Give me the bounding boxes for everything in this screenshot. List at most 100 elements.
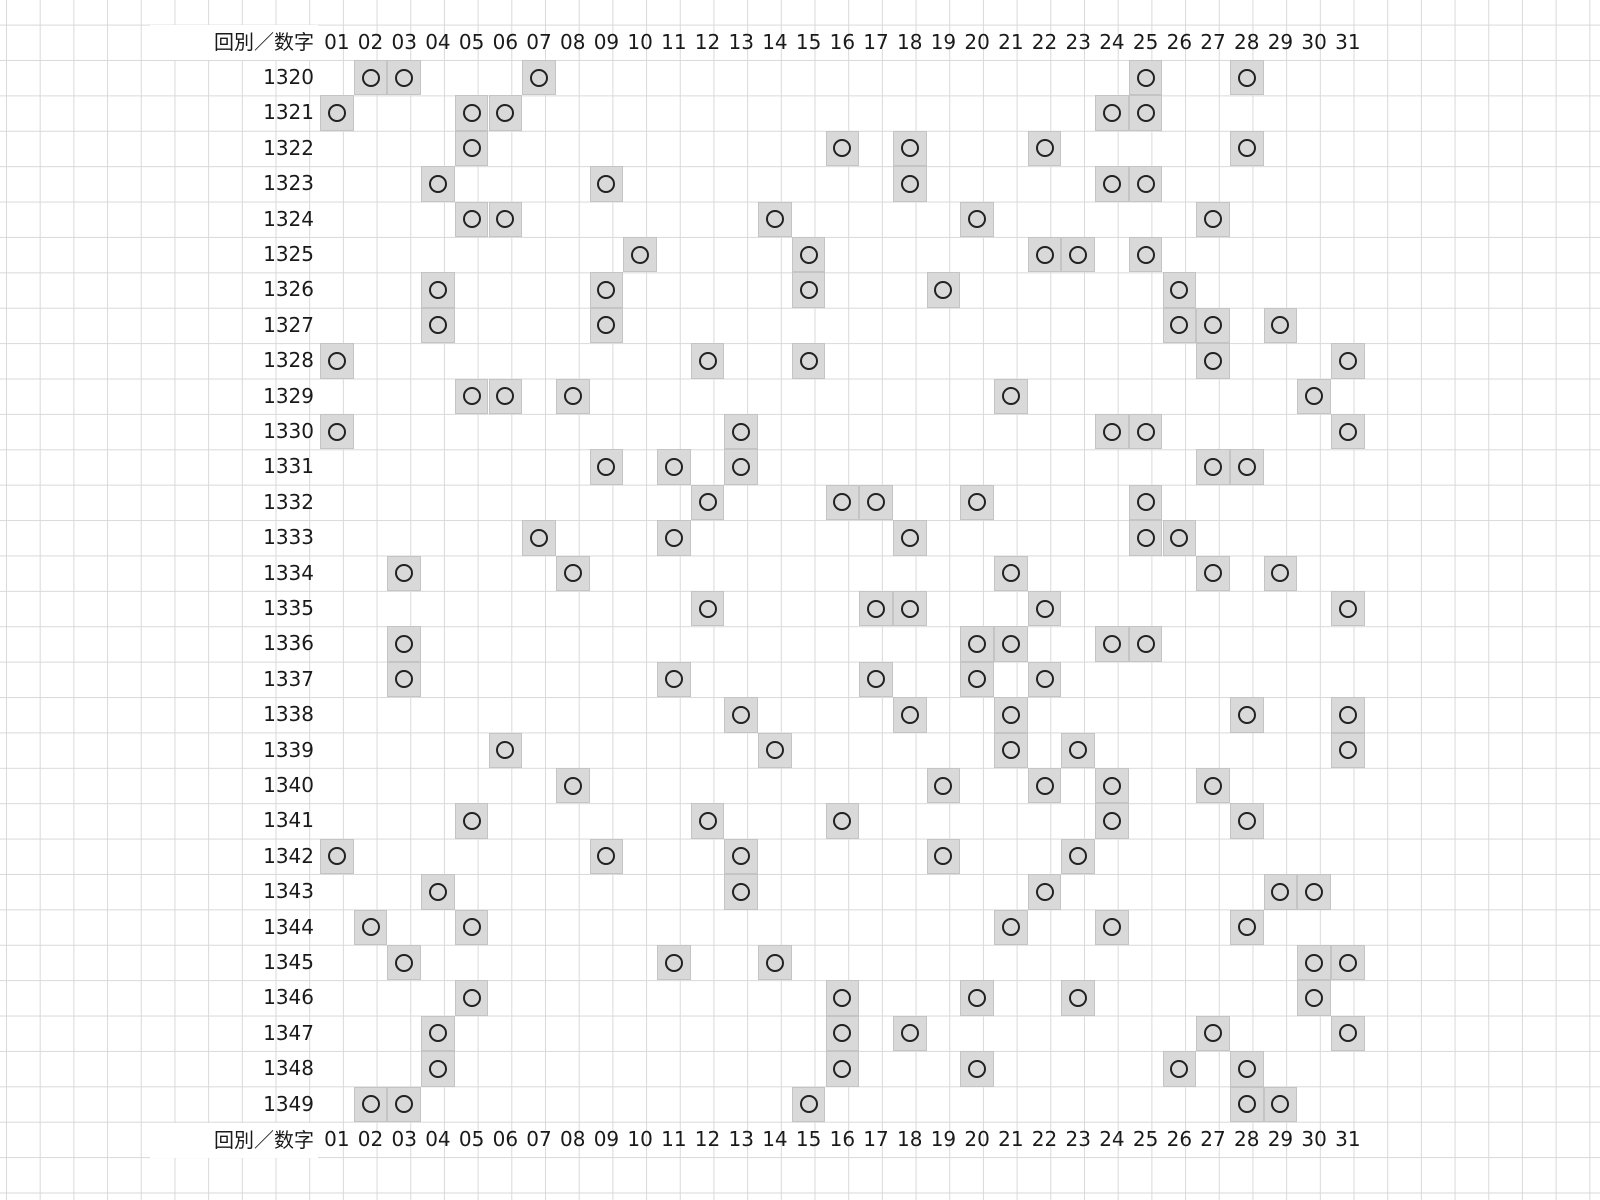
marked-cell-1348-20[interactable]: [960, 1051, 994, 1087]
column-header-03[interactable]: 03: [391, 1127, 417, 1151]
marked-cell-1344-02[interactable]: [353, 909, 388, 945]
marked-cell-1345-30[interactable]: [1297, 945, 1331, 981]
marked-cell-1328-15[interactable]: [791, 343, 826, 379]
column-header-17[interactable]: 17: [863, 1127, 889, 1151]
row-label-1332[interactable]: 1332: [263, 489, 314, 514]
column-header-12[interactable]: 12: [694, 1127, 721, 1151]
marked-cell-1324-06[interactable]: [488, 201, 523, 237]
row-label-1342[interactable]: 1342: [263, 843, 314, 868]
marked-cell-1334-03[interactable]: [387, 555, 422, 591]
row-label-1346[interactable]: 1346: [263, 985, 314, 1010]
marked-cell-1332-25[interactable]: [1128, 484, 1163, 521]
marked-cell-1349-15[interactable]: [791, 1086, 826, 1122]
marked-cell-1323-24[interactable]: [1095, 166, 1129, 202]
marked-cell-1347-27[interactable]: [1196, 1015, 1230, 1052]
marked-cell-1347-04[interactable]: [421, 1015, 455, 1052]
column-header-05[interactable]: 05: [458, 1127, 485, 1151]
marked-cell-1343-13[interactable]: [724, 874, 759, 910]
marked-cell-1343-30[interactable]: [1297, 874, 1331, 910]
column-header-19[interactable]: 19: [930, 1127, 957, 1151]
marked-cell-1323-18[interactable]: [892, 166, 927, 202]
column-header-11[interactable]: 11: [661, 29, 687, 54]
column-header-20[interactable]: 20: [964, 1127, 990, 1151]
row-label-1330[interactable]: 1330: [263, 419, 314, 443]
marked-cell-1339-21[interactable]: [994, 732, 1028, 768]
column-header-14[interactable]: 14: [762, 1127, 788, 1151]
marked-cell-1321-05[interactable]: [454, 95, 489, 131]
marked-cell-1346-23[interactable]: [1061, 980, 1096, 1016]
column-header-09[interactable]: 09: [593, 29, 620, 54]
marked-cell-1320-28[interactable]: [1229, 60, 1264, 96]
marked-cell-1330-01[interactable]: [320, 414, 354, 450]
column-header-16[interactable]: 16: [829, 29, 856, 54]
row-label-1337[interactable]: 1337: [263, 666, 314, 691]
column-header-22[interactable]: 22: [1031, 29, 1058, 54]
row-label-1321[interactable]: 1321: [263, 100, 314, 125]
row-label-1349[interactable]: 1349: [263, 1091, 314, 1116]
marked-cell-1343-29[interactable]: [1263, 874, 1298, 910]
marked-cell-1330-13[interactable]: [724, 414, 759, 450]
row-label-1326[interactable]: 1326: [263, 277, 314, 302]
column-header-07[interactable]: 07: [526, 1127, 552, 1151]
marked-cell-1347-16[interactable]: [825, 1015, 860, 1052]
marked-cell-1322-28[interactable]: [1229, 130, 1264, 167]
marked-cell-1321-24[interactable]: [1095, 95, 1129, 131]
row-label-1324[interactable]: 1324: [263, 206, 314, 231]
marked-cell-1323-04[interactable]: [421, 166, 455, 202]
marked-cell-1327-29[interactable]: [1263, 307, 1298, 344]
column-header-27[interactable]: 27: [1200, 1127, 1226, 1151]
row-label-1347[interactable]: 1347: [263, 1020, 314, 1045]
marked-cell-1343-22[interactable]: [1027, 874, 1062, 910]
column-header-28[interactable]: 28: [1234, 29, 1260, 54]
marked-cell-1338-18[interactable]: [892, 697, 927, 733]
marked-cell-1344-28[interactable]: [1229, 909, 1264, 945]
marked-cell-1324-14[interactable]: [758, 201, 792, 237]
column-header-31[interactable]: 31: [1335, 29, 1361, 54]
marked-cell-1332-16[interactable]: [825, 484, 860, 521]
marked-cell-1338-21[interactable]: [994, 697, 1028, 733]
row-label-1335[interactable]: 1335: [263, 596, 314, 620]
marked-cell-1331-13[interactable]: [724, 449, 759, 485]
marked-cell-1332-17[interactable]: [859, 484, 893, 521]
marked-cell-1347-31[interactable]: [1331, 1015, 1365, 1052]
marked-cell-1346-05[interactable]: [454, 980, 489, 1016]
column-header-06[interactable]: 06: [492, 29, 519, 54]
marked-cell-1338-28[interactable]: [1229, 697, 1264, 733]
column-header-30[interactable]: 30: [1301, 29, 1327, 54]
column-header-26[interactable]: 26: [1166, 1127, 1193, 1151]
column-header-01[interactable]: 01: [324, 1127, 350, 1151]
row-label-1322[interactable]: 1322: [263, 135, 314, 160]
column-header-05[interactable]: 05: [458, 29, 485, 54]
marked-cell-1322-05[interactable]: [454, 130, 489, 167]
marked-cell-1349-28[interactable]: [1229, 1086, 1264, 1122]
marked-cell-1339-14[interactable]: [758, 732, 792, 768]
marked-cell-1332-20[interactable]: [960, 484, 994, 521]
marked-cell-1346-16[interactable]: [825, 980, 860, 1016]
marked-cell-1342-23[interactable]: [1061, 838, 1096, 875]
marked-cell-1344-05[interactable]: [454, 909, 489, 945]
row-label-1320[interactable]: 1320: [263, 65, 314, 89]
marked-cell-1338-13[interactable]: [724, 697, 759, 733]
marked-cell-1334-21[interactable]: [994, 555, 1028, 591]
column-header-18[interactable]: 18: [897, 29, 923, 54]
marked-cell-1328-31[interactable]: [1331, 343, 1365, 379]
marked-cell-1329-08[interactable]: [555, 378, 590, 414]
marked-cell-1338-31[interactable]: [1331, 697, 1365, 733]
column-header-12[interactable]: 12: [694, 29, 721, 54]
row-label-1339[interactable]: 1339: [263, 737, 314, 762]
column-header-25[interactable]: 25: [1132, 29, 1159, 54]
marked-cell-1349-29[interactable]: [1263, 1086, 1298, 1122]
marked-cell-1329-21[interactable]: [994, 378, 1028, 414]
marked-cell-1341-16[interactable]: [825, 803, 860, 839]
marked-cell-1336-20[interactable]: [960, 626, 994, 662]
marked-cell-1335-18[interactable]: [892, 591, 927, 627]
marked-cell-1324-05[interactable]: [454, 201, 489, 237]
marked-cell-1337-20[interactable]: [960, 661, 994, 698]
column-header-15[interactable]: 15: [795, 29, 822, 54]
row-label-1344[interactable]: 1344: [263, 914, 314, 939]
marked-cell-1342-13[interactable]: [724, 838, 759, 875]
marked-cell-1340-27[interactable]: [1196, 768, 1230, 804]
column-header-08[interactable]: 08: [560, 1127, 586, 1151]
column-header-26[interactable]: 26: [1166, 29, 1193, 54]
marked-cell-1333-18[interactable]: [892, 520, 927, 556]
